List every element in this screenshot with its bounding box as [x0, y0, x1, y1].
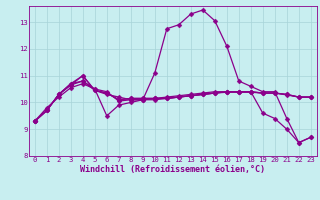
X-axis label: Windchill (Refroidissement éolien,°C): Windchill (Refroidissement éolien,°C) [80, 165, 265, 174]
